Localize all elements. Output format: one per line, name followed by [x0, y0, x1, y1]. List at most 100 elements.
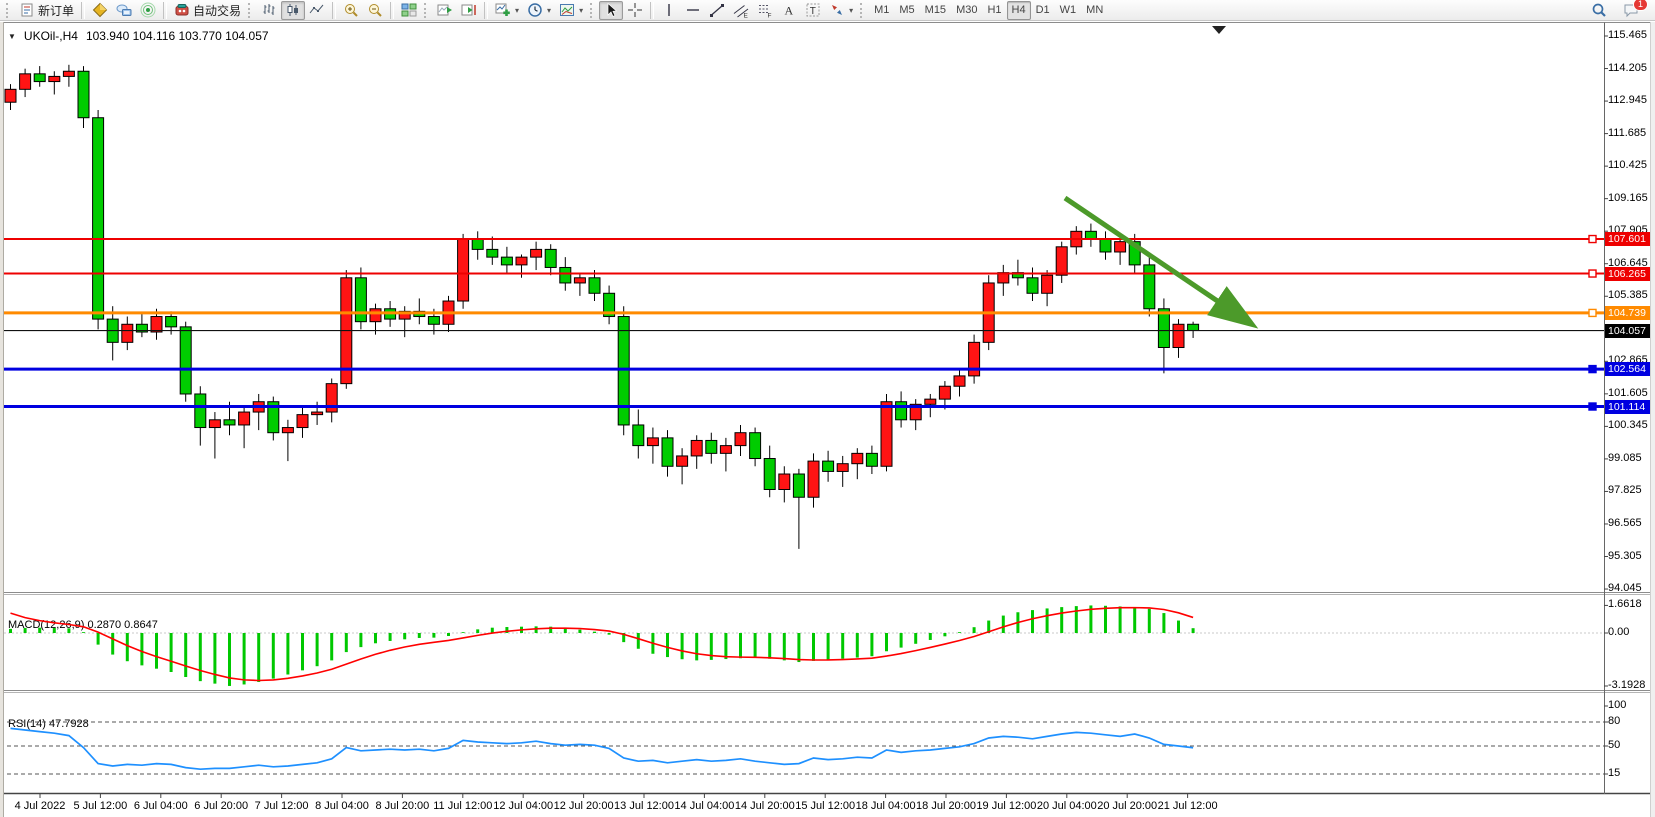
window-right-edge	[1650, 22, 1655, 817]
tf-M30-button[interactable]: M30	[951, 1, 982, 20]
channel-icon: E	[733, 2, 749, 18]
metaeditor-icon	[92, 2, 108, 18]
arrows-icon	[829, 2, 845, 18]
shift-icon	[461, 2, 477, 18]
toolbar-separator	[484, 1, 489, 19]
new-order-button[interactable]: 新订单	[15, 1, 78, 20]
chart-symbol-period: UKOil-,H4	[23, 29, 78, 43]
svg-text:F: F	[768, 13, 772, 19]
hosting-button[interactable]	[112, 1, 136, 20]
tf-W1-button[interactable]: W1	[1055, 1, 1082, 20]
arrows-button[interactable]: ▾	[825, 1, 857, 20]
trendline-button[interactable]	[705, 1, 729, 20]
hosting-icon	[116, 2, 132, 18]
new-order-label: 新订单	[38, 3, 75, 18]
vline-icon	[661, 2, 677, 18]
periods-button[interactable]: ▾	[523, 1, 555, 20]
toolbar-separator	[81, 1, 86, 19]
candlestick-chart-button[interactable]	[281, 0, 306, 20]
tf-H4-button[interactable]: H4	[1006, 0, 1031, 20]
notification-badge: 1	[1632, 0, 1648, 11]
crosshair-button[interactable]	[623, 1, 647, 20]
toolbar-grip	[6, 2, 12, 18]
crosshair-icon	[627, 2, 643, 18]
toolbar-grip	[590, 2, 596, 18]
horizontal-line-objects[interactable]	[0, 234, 1604, 411]
auto-scroll-button[interactable]	[433, 1, 457, 20]
toolbar-separator	[332, 1, 337, 19]
toolbar-grip	[424, 2, 430, 18]
templates-button[interactable]: ▾	[555, 1, 587, 20]
tile-windows-button[interactable]	[397, 1, 421, 20]
toolbar-right-group: 1	[1587, 0, 1655, 20]
tf-M15-button[interactable]: M15	[920, 1, 951, 20]
chart-ohlc-values: 103.940 104.116 103.770 104.057	[85, 29, 269, 43]
chart-shift-marker[interactable]	[1212, 26, 1226, 34]
trend-arrow-annotation[interactable]	[1063, 195, 1259, 329]
text-label-button[interactable]: T	[801, 1, 825, 20]
fibonacci-button[interactable]: F	[753, 1, 777, 20]
add-chart-icon	[495, 2, 511, 18]
toolbar-separator	[163, 1, 168, 19]
tf-M30-label: M30	[956, 4, 978, 16]
text-button[interactable]: A	[777, 1, 801, 20]
svg-text:T: T	[810, 6, 816, 17]
textT-icon: T	[805, 2, 821, 18]
chart-expander-icon[interactable]: ▼	[8, 31, 16, 41]
clock-icon	[527, 2, 543, 18]
zoom-in-icon	[343, 2, 359, 18]
macd-histogram	[9, 605, 1195, 686]
equidistant-channel-button[interactable]: E	[729, 1, 753, 20]
tf-H1-button[interactable]: H1	[982, 1, 1006, 20]
tf-M15-label: M15	[924, 4, 947, 16]
tf-D1-button[interactable]: D1	[1031, 1, 1055, 20]
signals-icon	[140, 2, 156, 18]
tf-M5-button[interactable]: M5	[894, 1, 919, 20]
search-button[interactable]	[1587, 1, 1611, 20]
zoom-out-icon	[367, 2, 383, 18]
line-chart-button[interactable]	[305, 1, 329, 20]
bars-icon	[261, 2, 277, 18]
cursor-button[interactable]	[599, 0, 624, 20]
fibo-icon: F	[757, 2, 773, 18]
vertical-line-button[interactable]	[657, 1, 681, 20]
rsi-line	[10, 727, 1194, 771]
template-icon	[559, 2, 575, 18]
svg-text:A: A	[785, 4, 794, 18]
chart-shift-button[interactable]	[457, 1, 481, 20]
autotrading-button[interactable]: 自动交易	[170, 1, 245, 20]
tiles-icon	[401, 2, 417, 18]
toolbar-grip	[248, 2, 254, 18]
new-chart-button[interactable]: ▾	[491, 1, 523, 20]
toolbar: 新订单 自动交易 ▾ ▾ ▾ E F A T ▾ M1 M5 M15 M30 H1 H4 D1 W1 MN 1	[0, 0, 1655, 21]
window-left-edge	[0, 22, 4, 817]
tf-M5-label: M5	[899, 4, 915, 16]
tf-M1-button[interactable]: M1	[869, 1, 894, 20]
tf-W1-label: W1	[1059, 4, 1077, 16]
tf-D1-label: D1	[1035, 4, 1050, 16]
signals-button[interactable]	[136, 1, 160, 20]
trend-icon	[709, 2, 725, 18]
tf-M1-label: M1	[874, 4, 890, 16]
line-icon	[309, 2, 325, 18]
horizontal-line-button[interactable]	[681, 1, 705, 20]
search-icon	[1591, 2, 1607, 18]
zoom-out-button[interactable]	[363, 1, 387, 20]
dropdown-arrow-icon: ▾	[515, 5, 520, 15]
metaeditor-button[interactable]	[88, 1, 112, 20]
toolbar-separator	[390, 1, 395, 19]
tf-MN-button[interactable]: MN	[1081, 1, 1108, 20]
autotrading-label: 自动交易	[193, 3, 242, 18]
chat-button[interactable]: 1	[1619, 0, 1648, 20]
candles-icon	[285, 2, 301, 18]
autotrading-icon	[174, 2, 190, 18]
textA-icon: A	[781, 2, 797, 18]
bar-chart-button[interactable]	[257, 1, 281, 20]
autoscroll-icon	[437, 2, 453, 18]
hline-icon	[685, 2, 701, 18]
dropdown-arrow-icon: ▾	[849, 5, 854, 15]
pane-borders	[0, 22, 1655, 795]
zoom-in-button[interactable]	[339, 1, 363, 20]
svg-text:E: E	[744, 13, 749, 19]
